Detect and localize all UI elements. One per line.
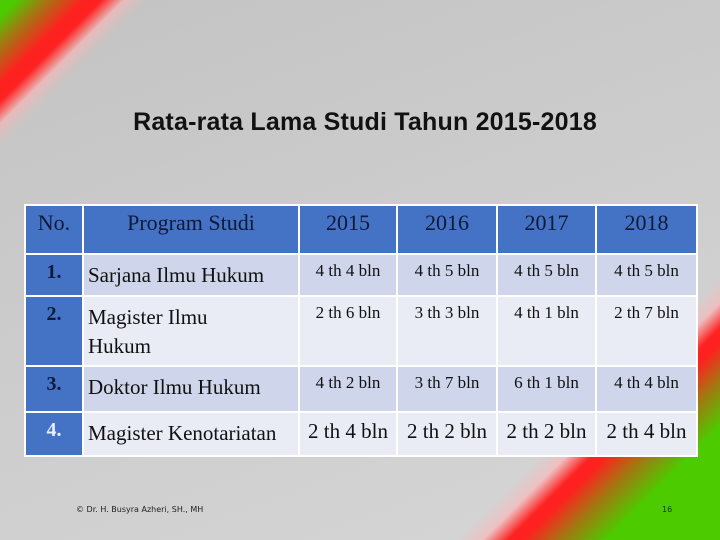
value-2017: 4 th 5 bln	[498, 255, 595, 295]
header-2015: 2015	[300, 206, 396, 253]
row-number: 2.	[26, 297, 82, 365]
value-2018: 2 th 4 bln	[597, 413, 696, 455]
value-2015: 4 th 4 bln	[300, 255, 396, 295]
value-2016: 2 th 2 bln	[398, 413, 496, 455]
row-number: 3.	[26, 367, 82, 411]
program-name: Magister Kenotariatan	[84, 413, 298, 455]
footer-author: © Dr. H. Busyra Azheri, SH., MH	[76, 505, 204, 514]
program-name: Magister Ilmu Hukum	[84, 297, 298, 365]
value-2017: 2 th 2 bln	[498, 413, 595, 455]
study-duration-table: No. Program Studi 2015 2016 2017 2018 1.…	[24, 204, 698, 457]
header-2017: 2017	[498, 206, 595, 253]
value-2015: 4 th 2 bln	[300, 367, 396, 411]
value-2018: 4 th 4 bln	[597, 367, 696, 411]
header-2016: 2016	[398, 206, 496, 253]
value-2018: 4 th 5 bln	[597, 255, 696, 295]
program-name: Doktor Ilmu Hukum	[84, 367, 298, 411]
table-row: 2. Magister Ilmu Hukum 2 th 6 bln 3 th 3…	[26, 297, 696, 365]
table-row: 3. Doktor Ilmu Hukum 4 th 2 bln 3 th 7 b…	[26, 367, 696, 411]
header-2018: 2018	[597, 206, 696, 253]
table-row: 1. Sarjana Ilmu Hukum 4 th 4 bln 4 th 5 …	[26, 255, 696, 295]
value-2017: 6 th 1 bln	[498, 367, 595, 411]
slide-title: Rata-rata Lama Studi Tahun 2015-2018	[133, 108, 597, 136]
row-number: 1.	[26, 255, 82, 295]
header-program-studi: Program Studi	[84, 206, 298, 253]
table-header-row: No. Program Studi 2015 2016 2017 2018	[26, 206, 696, 253]
value-2018: 2 th 7 bln	[597, 297, 696, 365]
page-number: 16	[662, 505, 673, 514]
header-no: No.	[26, 206, 82, 253]
row-number: 4.	[26, 413, 82, 455]
table-row: 4. Magister Kenotariatan 2 th 4 bln 2 th…	[26, 413, 696, 455]
value-2015: 2 th 4 bln	[300, 413, 396, 455]
value-2015: 2 th 6 bln	[300, 297, 396, 365]
program-name: Sarjana Ilmu Hukum	[84, 255, 298, 295]
value-2016: 4 th 5 bln	[398, 255, 496, 295]
value-2016: 3 th 7 bln	[398, 367, 496, 411]
value-2016: 3 th 3 bln	[398, 297, 496, 365]
value-2017: 4 th 1 bln	[498, 297, 595, 365]
